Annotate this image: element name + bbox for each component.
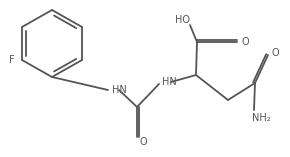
Text: HN: HN xyxy=(112,85,127,95)
Text: F: F xyxy=(9,55,15,65)
Text: O: O xyxy=(241,37,249,47)
Text: O: O xyxy=(140,137,148,147)
Text: O: O xyxy=(271,48,279,58)
Text: HN: HN xyxy=(162,77,177,87)
Text: NH₂: NH₂ xyxy=(252,113,271,123)
Text: HO: HO xyxy=(175,15,189,25)
